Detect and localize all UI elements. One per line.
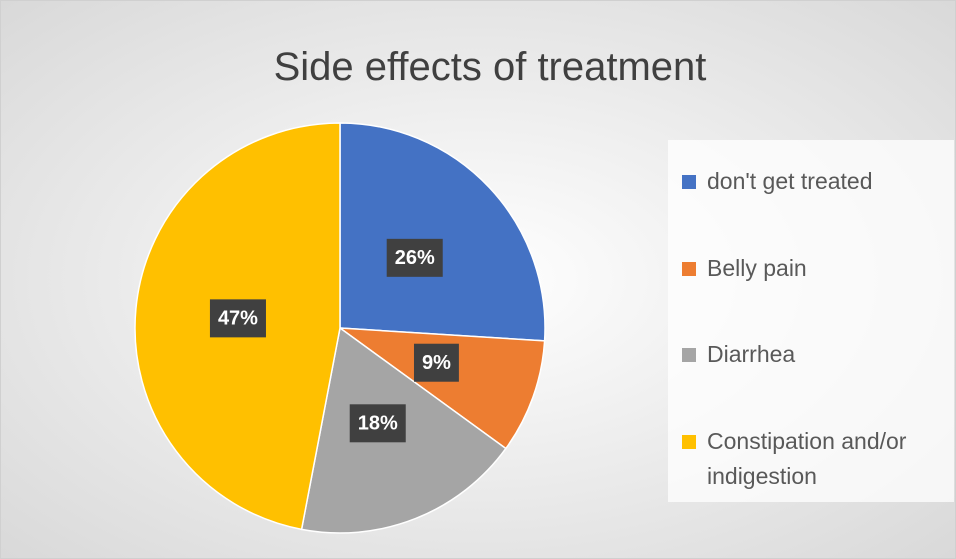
legend-item: Constipation and/or indigestion — [682, 424, 942, 494]
legend: don't get treated Belly pain Diarrhea Const… — [668, 140, 954, 502]
data-label: 47% — [209, 299, 266, 338]
legend-label: don't get treated — [707, 168, 873, 194]
legend-label: Constipation and/or indigestion — [707, 428, 907, 489]
pie-slice — [337, 327, 546, 450]
data-label-box — [386, 238, 443, 277]
legend-label: Diarrhea — [707, 341, 796, 367]
data-label-box — [349, 404, 406, 443]
legend-swatch — [682, 175, 696, 189]
legend-item: Belly pain — [682, 251, 942, 286]
data-label-text: 47% — [218, 308, 258, 330]
data-label: 18% — [349, 404, 406, 443]
data-label: 9% — [413, 343, 459, 382]
legend-item: don't get treated — [682, 164, 942, 199]
data-label-text: 26% — [395, 247, 435, 269]
legend-label: Belly pain — [707, 255, 807, 281]
data-label-box — [413, 343, 459, 382]
data-label: 26% — [386, 238, 443, 277]
legend-swatch — [682, 435, 696, 449]
data-label-text: 9% — [422, 352, 451, 374]
pie-slice — [339, 122, 546, 342]
legend-swatch — [682, 262, 696, 276]
data-label-box — [209, 299, 266, 338]
legend-item: Diarrhea — [682, 337, 942, 372]
chart-title: Side effects of treatment — [274, 45, 707, 89]
data-label-text: 18% — [358, 413, 398, 435]
legend-swatch — [682, 348, 696, 362]
